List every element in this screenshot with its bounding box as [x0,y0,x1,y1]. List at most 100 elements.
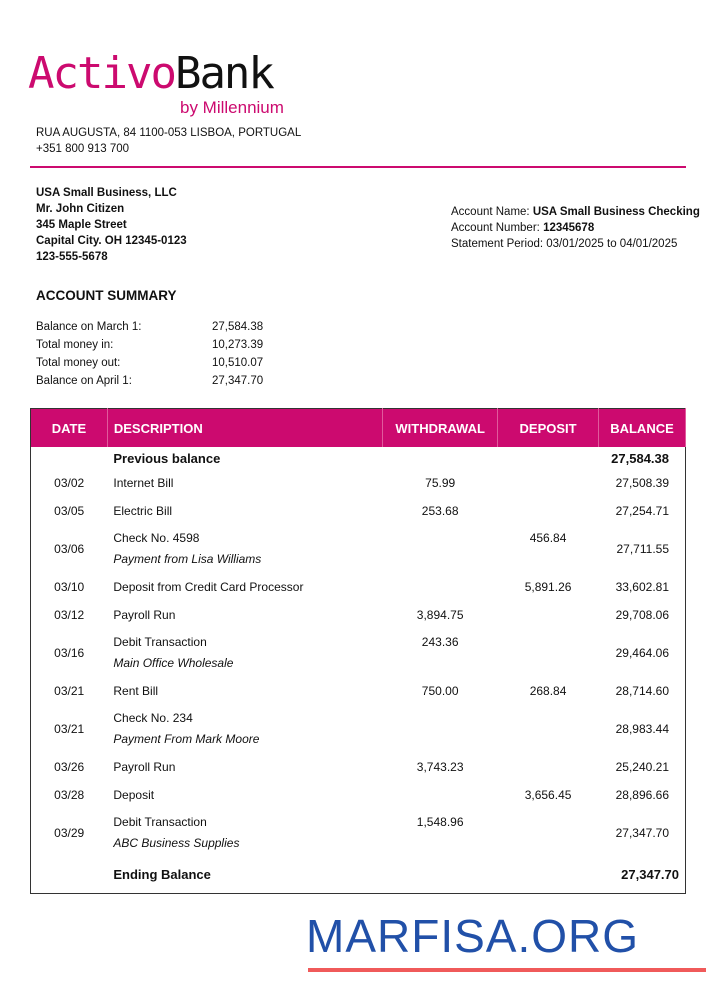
account-number-label: Account Number: [451,222,540,234]
watermark-text: MARFISA.ORG [306,910,640,962]
header-divider [30,166,686,168]
previous-balance-label: Previous balance [113,450,221,466]
row-withdrawal [383,573,498,601]
row-balance: 27,508.39 [615,476,669,490]
table-row: 03/28 Deposit 3,656.45 28,896.66 [31,781,686,809]
row-description: Debit Transaction Main Office Wholesale [107,629,382,677]
row-deposit [498,469,599,497]
logo-subtitle: by Millennium [180,98,284,117]
customer-name: Mr. John Citizen [36,203,125,215]
table-row: 03/06 Check No. 4598 Payment from Lisa Wil… [31,525,686,573]
row-withdrawal: 750.00 [421,684,459,698]
header-date: DATE [30,408,108,447]
account-info: Account Name: USA Small Business Checkin… [451,204,700,252]
header-balance: BALANCE [598,408,686,447]
row-balance: 25,240.21 [615,760,669,774]
table-row: 03/26 Payroll Run 3,743.23 25,240.21 [31,753,686,781]
row-date: 03/06 [54,542,85,556]
statement-period-label: Statement Period: [451,238,544,250]
row-deposit: 5,891.26 [524,580,572,594]
logo-text-activo: Activo [28,48,177,99]
table-row: 03/21 Rent Bill 750.00 268.84 28,714.60 [31,677,686,705]
row-description: Check No. 234 Payment From Mark Moore [107,705,382,753]
summary-label: Balance on March 1: [36,321,142,333]
row-description-sub: Payment From Mark Moore [113,732,260,746]
row-withdrawal: 253.68 [421,504,459,518]
summary-label: Total money in: [36,339,114,351]
row-description-main: Debit Transaction [113,635,207,649]
table-row: 03/12 Payroll Run 3,894.75 29,708.06 [31,601,686,629]
summary-value: 27,584.38 [212,321,264,333]
row-date: 03/29 [54,826,85,840]
summary-value: 10,273.39 [212,339,264,351]
row-date: 03/21 [54,722,85,736]
summary-label: Balance on April 1: [36,375,132,387]
summary-value: 10,510.07 [212,357,264,369]
row-deposit: 3,656.45 [524,788,572,802]
row-withdrawal: 1,548.96 [416,815,464,829]
previous-balance-row: Previous balance 27,584.38 [31,447,686,469]
row-withdrawal: 3,743.23 [416,760,464,774]
summary-title: ACCOUNT SUMMARY [36,288,177,303]
row-date: 03/12 [54,608,85,622]
row-withdrawal: 3,894.75 [416,608,464,622]
table-row: 03/29 Debit Transaction ABC Business Suppl… [31,809,686,857]
row-description-sub: Payment from Lisa Williams [113,552,262,566]
row-description-main: Check No. 234 [113,711,193,725]
statement-period: 03/01/2025 to 04/01/2025 [546,238,678,250]
row-description: Check No. 4598 Payment from Lisa Williams [107,525,382,573]
account-name-label: Account Name: [451,206,530,218]
ending-balance-label: Ending Balance [113,867,211,883]
bank-address: RUA AUGUSTA, 84 1100-053 LISBOA, PORTUGA… [36,127,302,139]
customer-city: Capital City. OH 12345-0123 [36,235,187,247]
customer-street: 345 Maple Street [36,219,127,231]
bank-phone: +351 800 913 700 [36,143,130,155]
table-row: 03/05 Electric Bill 253.68 27,254.71 [31,497,686,525]
row-balance: 27,254.71 [615,504,669,518]
row-balance: 33,602.81 [615,580,669,594]
row-description: Payroll Run [113,760,176,774]
row-description-main: Debit Transaction [113,815,207,829]
logo-text-bank: Bank [174,48,275,99]
row-withdrawal [383,525,498,573]
row-deposit: 456.84 [529,531,567,545]
summary-row: Total money in: 10,273.39 [36,336,264,354]
row-withdrawal [383,705,498,753]
row-balance: 27,347.70 [615,826,669,840]
header-deposit: DEPOSIT [497,408,599,447]
customer-block: USA Small Business, LLC Mr. John Citizen… [36,185,187,265]
account-summary: Balance on March 1: 27,584.38 Total money… [36,318,264,390]
summary-value: 27,347.70 [212,375,264,387]
row-date: 03/28 [54,788,85,802]
row-deposit [498,753,599,781]
row-description: Rent Bill [113,684,159,698]
summary-row: Total money out: 10,510.07 [36,354,264,372]
summary-row: Balance on March 1: 27,584.38 [36,318,264,336]
summary-row: Balance on April 1: 27,347.70 [36,372,264,390]
row-deposit [498,705,599,753]
row-deposit [498,809,599,857]
row-balance: 29,708.06 [615,608,669,622]
row-description: Debit Transaction ABC Business Supplies [107,809,382,857]
table-row: 03/02 Internet Bill 75.99 27,508.39 [31,469,686,497]
ending-balance-value: 27,347.70 [621,867,679,883]
row-description: Payroll Run [113,608,176,622]
row-description: Electric Bill [113,504,173,518]
table-row: 03/16 Debit Transaction Main Office Wholes… [31,629,686,677]
transactions-table: DATE DESCRIPTION WITHDRAWAL DEPOSIT BALA… [30,408,686,894]
bank-logo: ActivoBank [28,52,275,96]
header-description: DESCRIPTION [107,408,384,447]
row-date: 03/21 [54,684,85,698]
row-description: Internet Bill [113,476,174,490]
bank-address-block: RUA AUGUSTA, 84 1100-053 LISBOA, PORTUGA… [36,125,301,157]
table-header: DATE DESCRIPTION WITHDRAWAL DEPOSIT BALA… [30,408,686,447]
row-description-sub: ABC Business Supplies [113,836,240,850]
row-balance: 29,464.06 [615,646,669,660]
row-deposit [498,497,599,525]
row-description: Deposit [113,788,155,802]
account-number: 12345678 [543,222,595,234]
row-date: 03/02 [54,476,85,490]
row-balance: 28,983.44 [615,722,669,736]
watermark-logo: MARFISA.ORG [306,908,639,964]
customer-company: USA Small Business, LLC [36,187,177,199]
